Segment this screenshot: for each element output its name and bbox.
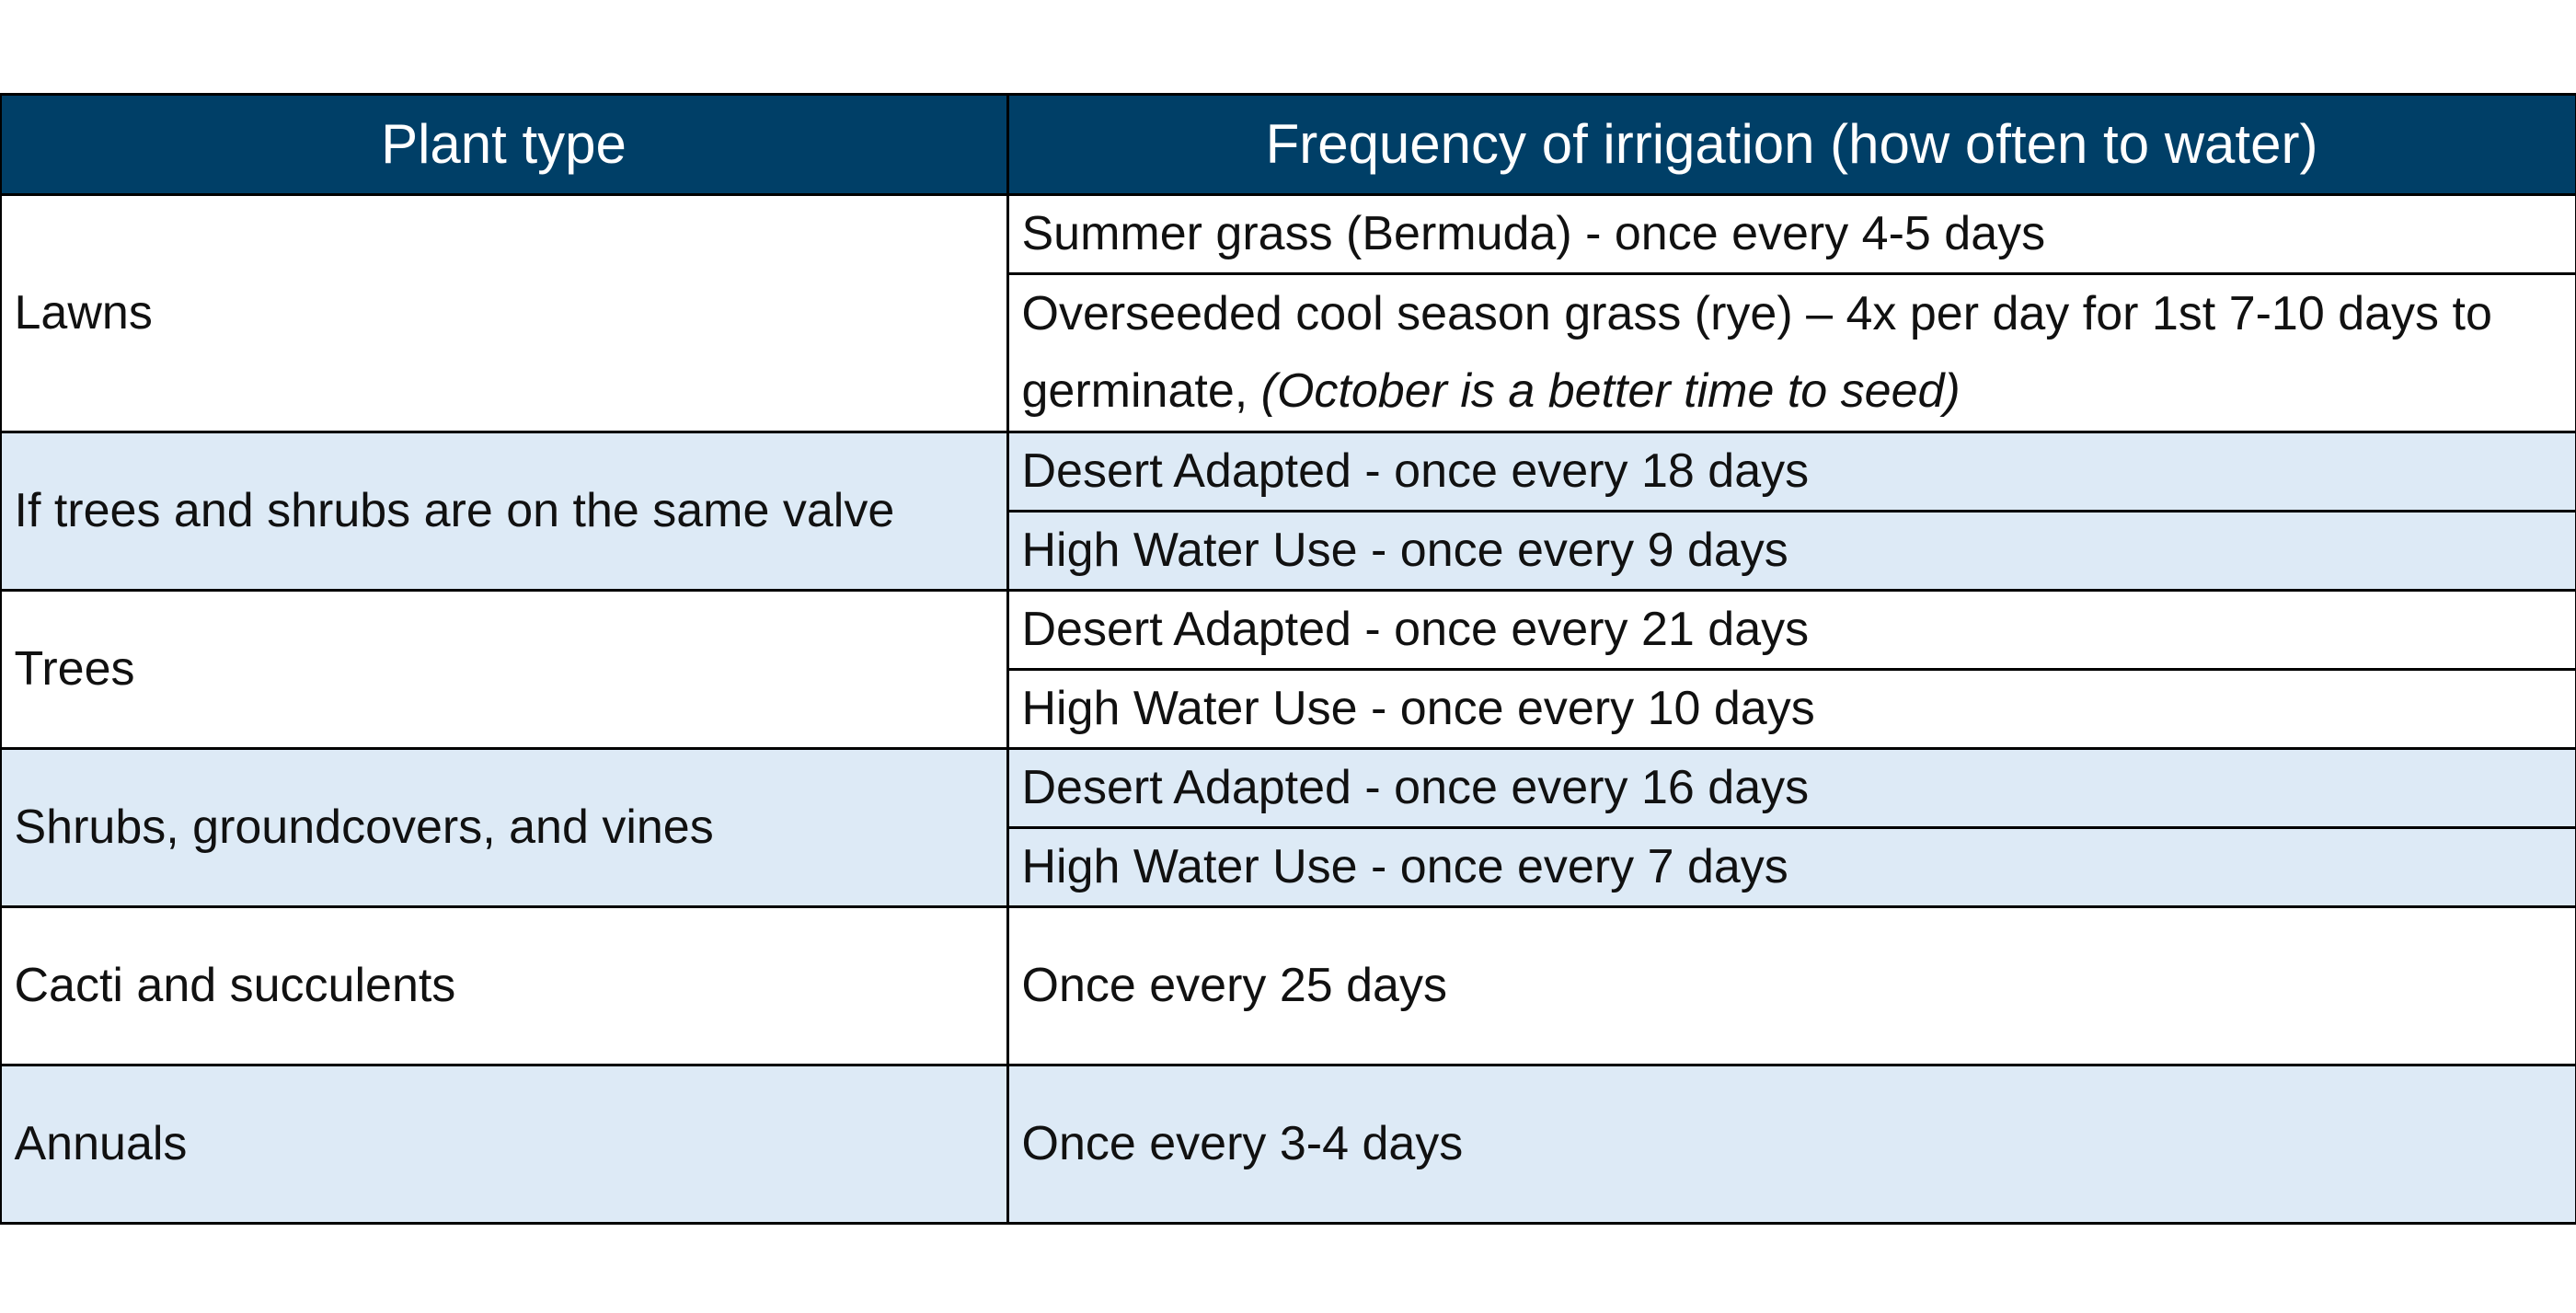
frequency-text: High Water Use - once every 9 days — [1021, 524, 1788, 577]
frequency-cell: Desert Adapted - once every 21 days — [1006, 588, 2576, 671]
plant-cell: Annuals — [0, 1063, 1009, 1225]
frequency-text: High Water Use - once every 10 days — [1021, 682, 1815, 735]
frequency-text: Once every 25 days — [1021, 959, 1447, 1012]
plant-type: Cacti and succulents — [14, 959, 456, 1012]
frequency-main: Overseeded cool season grass (rye) – 4x … — [1021, 287, 2492, 418]
plant-cell: Cacti and succulents — [0, 904, 1009, 1066]
plant-type: If trees and shrubs are on the same valv… — [14, 484, 895, 537]
header-text: Plant type — [381, 112, 627, 175]
frequency-text: Desert Adapted - once every 16 days — [1021, 761, 1810, 814]
frequency-cell: Once every 3-4 days — [1006, 1063, 2576, 1225]
plant-cell: If trees and shrubs are on the same valv… — [0, 430, 1009, 592]
plant-type: Lawns — [14, 286, 153, 340]
header-cell: Frequency of irrigation (how often to wa… — [1006, 92, 2576, 196]
frequency-text: Desert Adapted - once every 18 days — [1021, 444, 1810, 498]
frequency-text: Desert Adapted - once every 21 days — [1021, 603, 1810, 656]
frequency-cell: High Water Use - once every 10 days — [1006, 667, 2576, 750]
frequency-note: (October is a better time to seed) — [1260, 364, 1961, 418]
plant-type: Trees — [14, 642, 135, 696]
plant-cell: Lawns — [0, 192, 1009, 433]
irrigation-table: Plant type Frequency of irrigation (how o… — [0, 92, 2576, 1225]
frequency-cell: High Water Use - once every 9 days — [1006, 509, 2576, 592]
frequency-cell: Once every 25 days — [1006, 904, 2576, 1066]
frequency-text: High Water Use - once every 7 days — [1021, 840, 1788, 893]
frequency-text: Once every 3-4 days — [1021, 1117, 1464, 1170]
plant-cell: Shrubs, groundcovers, and vines — [0, 746, 1009, 908]
header-text: Frequency of irrigation (how often to wa… — [1265, 112, 2318, 175]
frequency-text: Overseeded cool season grass (rye) – 4x … — [1022, 275, 2575, 430]
frequency-cell: Desert Adapted - once every 16 days — [1006, 746, 2576, 829]
plant-type: Annuals — [14, 1117, 188, 1170]
frequency-cell: Summer grass (Bermuda) - once every 4-5 … — [1006, 192, 2576, 275]
plant-cell: Trees — [0, 588, 1009, 750]
header-cell: Plant type — [0, 92, 1009, 196]
plant-type: Shrubs, groundcovers, and vines — [14, 800, 714, 854]
frequency-cell: High Water Use - once every 7 days — [1006, 825, 2576, 908]
frequency-cell: Desert Adapted - once every 18 days — [1006, 430, 2576, 513]
frequency-cell: Overseeded cool season grass (rye) – 4x … — [1006, 271, 2576, 433]
frequency-text: Summer grass (Bermuda) - once every 4-5 … — [1021, 207, 2046, 260]
